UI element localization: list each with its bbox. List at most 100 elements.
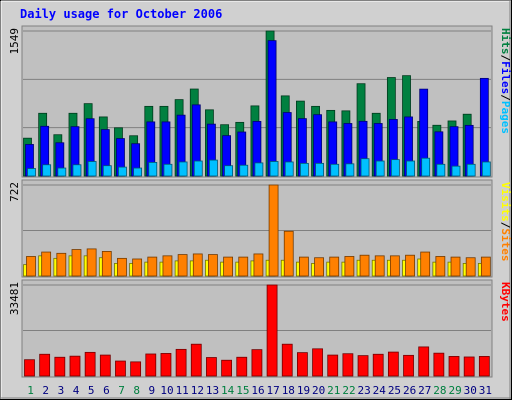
x-tick-label: 1 <box>27 384 34 397</box>
bar-kbytes-day-17 <box>266 284 278 377</box>
bar-sites-day-14 <box>223 256 233 277</box>
bar-pages-day-3 <box>57 167 67 177</box>
x-tick-label: 23 <box>358 384 371 397</box>
bar-files-day-17 <box>267 40 277 177</box>
x-tick-label: 11 <box>176 384 189 397</box>
bar-pages-day-24 <box>375 160 385 177</box>
x-tick-label: 21 <box>327 384 340 397</box>
bar-pages-day-21 <box>330 163 340 177</box>
ymax-label-kbytes: 33481 <box>8 282 21 315</box>
bar-pages-day-26 <box>406 160 415 177</box>
x-tick-label: 7 <box>118 384 125 397</box>
bar-kbytes-day-27 <box>418 346 430 377</box>
bar-sites-day-2 <box>41 251 52 277</box>
bar-pages-day-13 <box>209 159 218 177</box>
x-tick-label: 2 <box>42 384 49 397</box>
legend-kbytes: KBytes <box>499 282 512 322</box>
bar-sites-day-22 <box>344 256 355 277</box>
bar-pages-day-11 <box>178 161 188 177</box>
x-tick-label: 8 <box>133 384 140 397</box>
bar-sites-day-13 <box>208 254 218 277</box>
bar-pages-day-17 <box>269 161 279 177</box>
x-tick-label: 20 <box>312 384 325 397</box>
x-tick-label: 16 <box>251 384 264 397</box>
bar-kbytes-day-8 <box>130 361 142 377</box>
bar-pages-day-16 <box>254 162 264 177</box>
bar-sites-day-6 <box>101 251 112 277</box>
x-tick-label: 14 <box>221 384 235 397</box>
legend-files: Files <box>499 61 512 94</box>
bar-sites-day-25 <box>389 255 400 277</box>
ymax-label-hits-files-pages: 1549 <box>8 28 21 55</box>
bar-sites-day-10 <box>162 255 173 277</box>
ymax-label-visits-sites: 722 <box>8 182 21 202</box>
bar-sites-day-27 <box>420 251 431 277</box>
bar-sites-day-19 <box>299 256 309 277</box>
bar-pages-day-31 <box>481 161 491 177</box>
bar-kbytes-day-25 <box>387 351 399 377</box>
bar-pages-day-1 <box>27 168 36 177</box>
bar-sites-day-29 <box>450 256 461 277</box>
bar-pages-day-9 <box>148 162 158 177</box>
bar-kbytes-day-26 <box>403 354 414 377</box>
bar-kbytes-day-1 <box>24 359 35 377</box>
legend-sites: Sites <box>499 228 512 261</box>
bar-kbytes-day-20 <box>312 348 323 377</box>
bar-pages-day-12 <box>193 160 203 177</box>
x-tick-label: 27 <box>418 384 431 397</box>
bar-sites-day-16 <box>253 253 264 277</box>
bar-sites-day-28 <box>435 256 446 277</box>
bar-pages-day-19 <box>300 162 309 177</box>
bar-sites-day-7 <box>117 257 127 277</box>
bar-sites-day-15 <box>238 256 249 277</box>
bar-kbytes-day-21 <box>327 354 339 377</box>
bar-kbytes-day-15 <box>236 356 248 377</box>
bar-sites-day-24 <box>374 255 385 277</box>
bar-sites-day-4 <box>71 249 82 277</box>
bar-pages-day-5 <box>87 161 97 177</box>
bar-sites-day-20 <box>314 257 324 277</box>
bar-pages-day-4 <box>72 164 82 177</box>
bar-sites-day-23 <box>359 254 370 277</box>
bar-kbytes-day-5 <box>84 351 96 377</box>
legend-separator: / <box>499 94 512 101</box>
bar-kbytes-day-30 <box>463 356 475 377</box>
x-tick-label: 3 <box>58 384 65 397</box>
legend-separator: / <box>499 55 512 62</box>
x-tick-label: 10 <box>160 384 173 397</box>
bar-kbytes-day-23 <box>357 355 369 377</box>
bar-kbytes-day-4 <box>69 355 81 377</box>
bar-pages-day-8 <box>133 167 143 177</box>
bar-sites-day-8 <box>132 258 143 277</box>
legend-visits: Visits <box>499 182 512 222</box>
bar-sites-day-26 <box>405 254 415 277</box>
bar-pages-day-25 <box>390 159 400 177</box>
bar-pages-day-15 <box>239 164 249 177</box>
chart-title: Daily usage for October 2006 <box>20 7 222 21</box>
legend-hits: Hits <box>499 28 512 55</box>
bar-pages-day-30 <box>466 163 476 177</box>
bar-pages-day-2 <box>42 164 52 177</box>
legend-hits-files-pages: Hits/Files/Pages <box>499 28 512 134</box>
x-tick-label: 31 <box>479 384 492 397</box>
bar-kbytes-day-7 <box>115 360 126 377</box>
bar-pages-day-10 <box>163 163 173 177</box>
bar-pages-day-23 <box>360 158 370 177</box>
x-tick-label: 28 <box>433 384 446 397</box>
bar-pages-day-28 <box>436 163 446 177</box>
x-tick-label: 24 <box>373 384 387 397</box>
bar-pages-day-7 <box>118 166 127 177</box>
x-tick-label: 12 <box>191 384 204 397</box>
bar-sites-day-5 <box>86 248 97 277</box>
bar-kbytes-day-19 <box>297 352 308 377</box>
bar-kbytes-day-24 <box>372 353 384 377</box>
bar-kbytes-day-14 <box>221 359 232 377</box>
bar-pages-day-18 <box>284 161 294 177</box>
bar-pages-day-20 <box>315 162 324 177</box>
x-tick-label: 25 <box>388 384 401 397</box>
x-tick-label: 18 <box>282 384 295 397</box>
bar-kbytes-day-16 <box>251 349 263 377</box>
bar-pages-day-22 <box>345 163 355 177</box>
bar-sites-day-3 <box>56 252 67 277</box>
